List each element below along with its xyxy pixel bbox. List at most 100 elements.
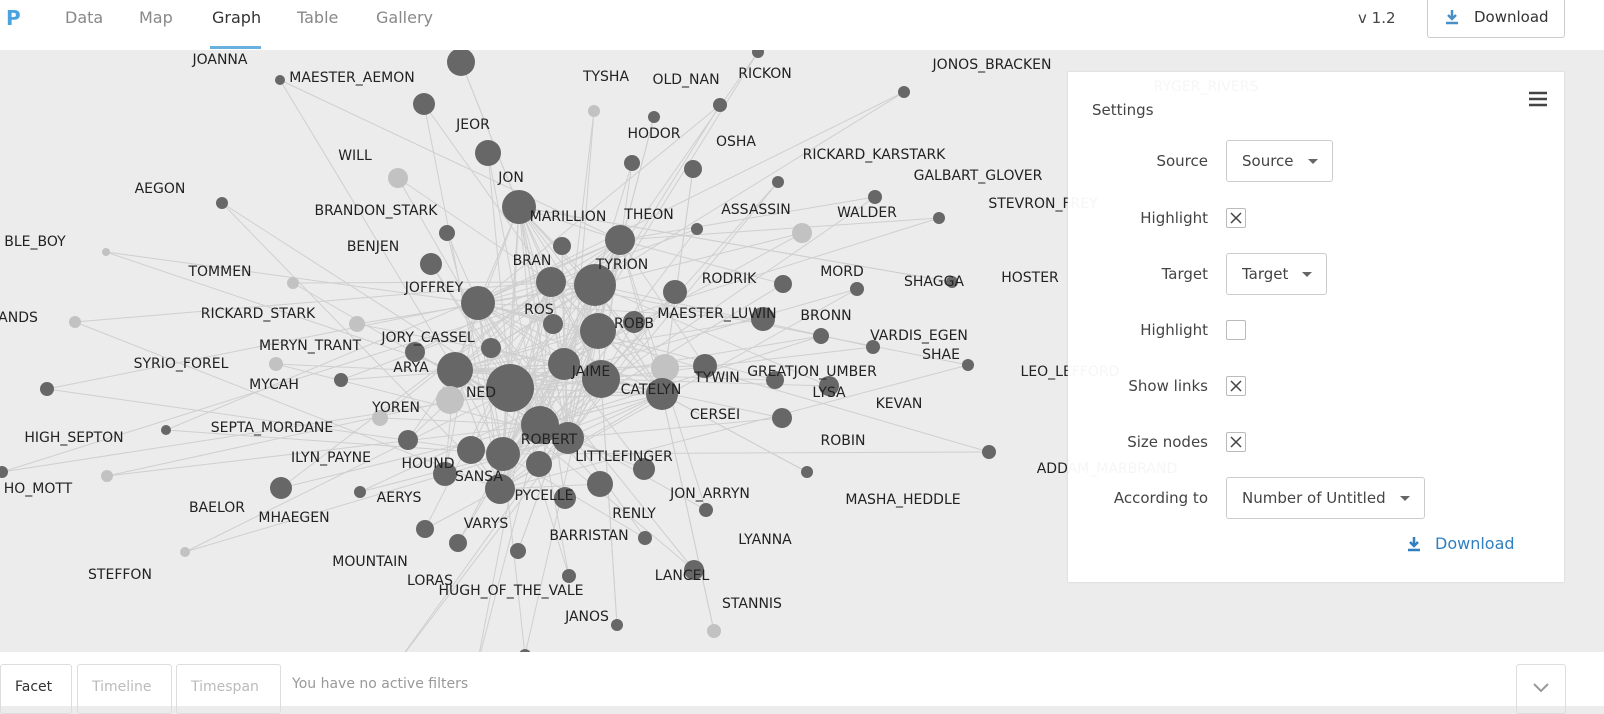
footer-tab[interactable]: Facet (0, 664, 72, 714)
node-label: MAESTER_AEMON (289, 70, 415, 86)
nav-tab[interactable]: Map (139, 8, 173, 27)
download-icon (1446, 10, 1458, 25)
checkbox[interactable] (1226, 320, 1246, 340)
settings-download[interactable]: Download (1406, 534, 1515, 553)
node-label: BLE_BOY (4, 234, 66, 250)
node-label: LORAS (407, 573, 453, 589)
node (287, 277, 299, 289)
nav-tab[interactable]: Data (65, 8, 104, 27)
node-label: ROBERT (521, 432, 578, 448)
node (437, 352, 473, 388)
link (454, 206, 520, 371)
node (562, 569, 576, 583)
node-label: RODRIK (702, 271, 757, 287)
node (580, 313, 616, 349)
field-label: Highlight (1140, 321, 1208, 339)
node-label: MYCAH (249, 377, 299, 393)
node-label: THEON (623, 207, 673, 223)
link (499, 288, 858, 490)
node-label: ROBIN (821, 433, 866, 449)
link (619, 239, 706, 367)
checkbox[interactable] (1226, 376, 1246, 396)
node (372, 410, 388, 426)
footer-tab[interactable]: Timeline (77, 664, 172, 714)
link (460, 61, 520, 208)
footer-tab[interactable]: Timespan (176, 664, 281, 714)
node-label: ROBB (614, 316, 654, 332)
node (623, 311, 645, 333)
node (552, 422, 584, 454)
caret-shape (1307, 159, 1318, 164)
node-label: KEVAN (876, 396, 923, 412)
download-icon (1408, 537, 1420, 552)
node (691, 223, 703, 235)
node-label: LYANNA (738, 532, 792, 548)
node-label: WALDER (837, 205, 897, 221)
dropdown-value: Source (1242, 152, 1294, 170)
node-label: ROS (524, 302, 554, 318)
nav-tab[interactable]: Gallery (376, 8, 433, 27)
field-label: Source (1156, 152, 1208, 170)
check-cross (1230, 436, 1242, 448)
node-label: HOSTER (1001, 270, 1059, 286)
link (340, 284, 596, 381)
link (454, 217, 940, 371)
menu-icon[interactable] (1529, 91, 1547, 107)
link (449, 393, 663, 401)
link (424, 281, 552, 530)
node-label: JANOS (564, 609, 609, 625)
node (161, 425, 171, 435)
checkbox[interactable] (1226, 432, 1246, 452)
field-label: Highlight (1140, 209, 1208, 227)
link (487, 152, 511, 389)
logo[interactable]: P (6, 6, 21, 30)
link (477, 302, 646, 539)
link (661, 393, 715, 632)
node (486, 364, 534, 412)
link (454, 330, 599, 371)
node-label: LYSA (812, 385, 846, 401)
node-label: BAELOR (189, 500, 245, 516)
node (275, 75, 285, 85)
link (379, 281, 552, 419)
node-label: VARYS (464, 516, 509, 532)
node-label: JOANNA (191, 52, 247, 68)
caret (1307, 159, 1318, 164)
node (548, 348, 580, 380)
download-button[interactable]: Download (1427, 0, 1565, 38)
node (526, 451, 552, 477)
node-label: TYSHA (582, 69, 630, 85)
node-label: MARILLION (530, 209, 607, 225)
node (354, 486, 366, 498)
node (269, 357, 283, 371)
node (801, 466, 813, 478)
check-cross (1230, 212, 1242, 224)
node (605, 225, 635, 255)
node-label: STEFFON (88, 567, 152, 583)
node-label: NED (466, 385, 496, 401)
node-label: JEOR (455, 117, 490, 133)
node-label: TOMMEN (187, 264, 251, 280)
node-label: SHAGGA (904, 274, 964, 290)
dropdown[interactable]: Target (1226, 253, 1328, 295)
link (359, 437, 569, 493)
dropdown[interactable]: Source (1226, 140, 1333, 182)
node-label: BENJEN (347, 239, 399, 255)
node (0, 466, 8, 478)
checkbox[interactable] (1226, 208, 1246, 228)
node-label: GALBART_GLOVER (914, 168, 1043, 184)
collapse-button[interactable] (1516, 664, 1566, 714)
link (509, 387, 570, 577)
field-label: Size nodes (1127, 433, 1208, 451)
dropdown[interactable]: Number of Untitled (1226, 477, 1425, 519)
node (866, 340, 880, 354)
settings-panel: Settings Source Source Highlight Target Targ… (1068, 72, 1564, 582)
node-label: OSHA (716, 134, 756, 150)
nav-tab[interactable]: Table (297, 8, 339, 27)
link (594, 284, 830, 387)
link (106, 424, 541, 477)
link (539, 335, 822, 426)
nav-tab[interactable]: Graph (212, 8, 262, 27)
link (477, 302, 695, 571)
node-label: BRANDON_STARK (315, 203, 439, 219)
